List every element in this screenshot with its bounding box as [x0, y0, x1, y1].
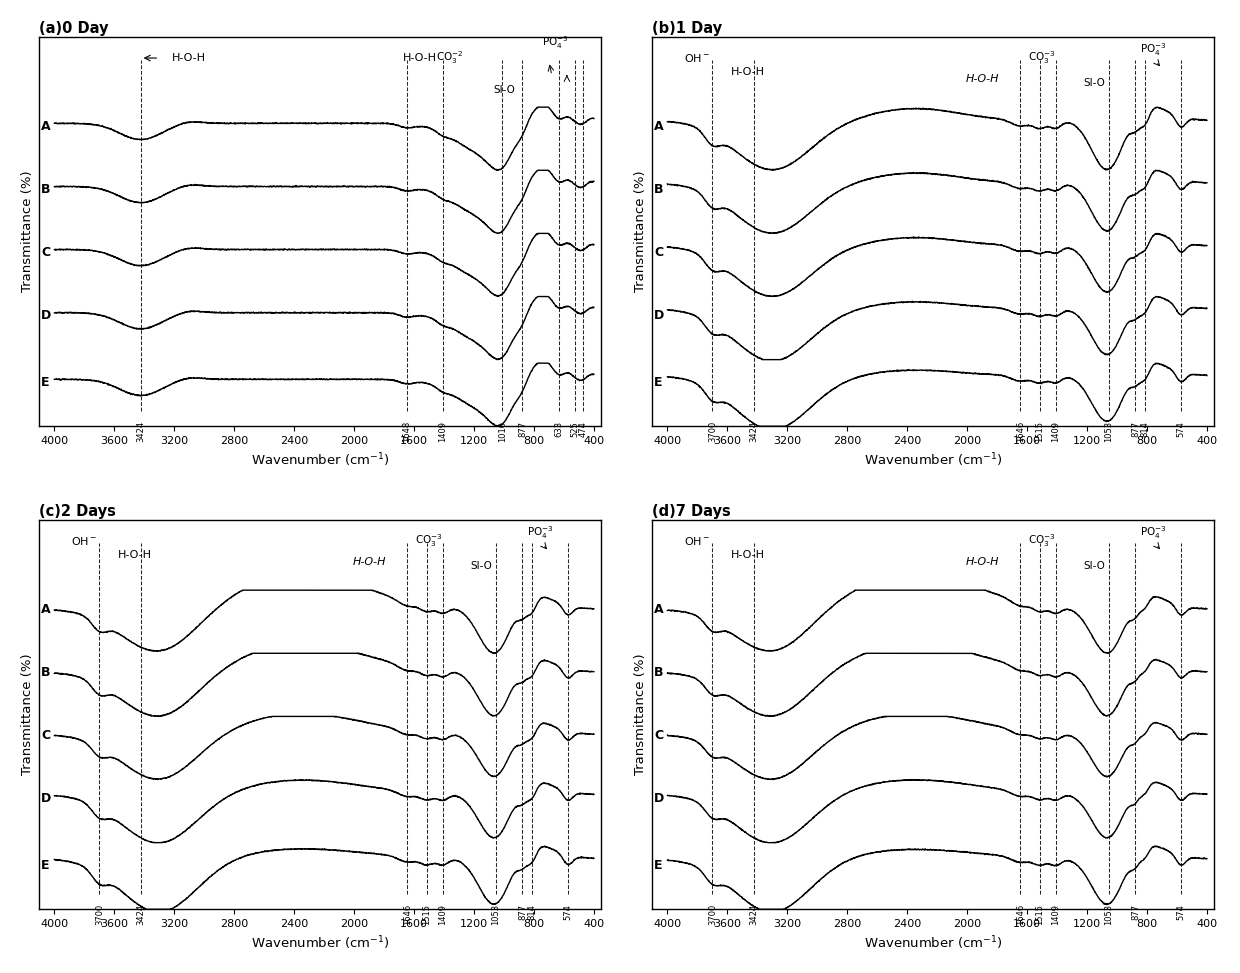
Text: 3424: 3424 [749, 421, 758, 442]
Text: 1409: 1409 [1052, 904, 1060, 925]
Text: 877: 877 [518, 421, 527, 437]
Text: SI-O: SI-O [470, 560, 492, 570]
Text: OH$^-$: OH$^-$ [684, 535, 711, 547]
Text: H-O-H: H-O-H [732, 67, 765, 77]
Text: B: B [653, 183, 663, 196]
Text: SI-O: SI-O [1084, 78, 1106, 88]
Text: E: E [653, 858, 662, 872]
X-axis label: Wavenumber (cm$^{-1}$): Wavenumber (cm$^{-1}$) [864, 935, 1003, 953]
Text: CO$_3^{-3}$: CO$_3^{-3}$ [415, 532, 443, 550]
Text: 1648: 1648 [402, 421, 412, 443]
Text: E: E [41, 858, 50, 872]
Text: (a)0 Day: (a)0 Day [40, 20, 109, 36]
Text: SI-O: SI-O [1084, 560, 1106, 570]
Text: A: A [653, 120, 663, 132]
X-axis label: Wavenumber (cm$^{-1}$): Wavenumber (cm$^{-1}$) [250, 451, 389, 469]
Text: 877: 877 [1131, 904, 1140, 920]
Text: 574: 574 [1177, 904, 1185, 919]
Text: A: A [653, 602, 663, 616]
Text: D: D [653, 309, 665, 322]
Text: A: A [41, 120, 51, 132]
Text: 1053: 1053 [1105, 421, 1114, 442]
Text: 1646: 1646 [1016, 904, 1024, 925]
Text: 1515: 1515 [1035, 904, 1044, 925]
Text: C: C [41, 729, 50, 741]
Text: 633: 633 [554, 421, 563, 437]
Text: C: C [41, 246, 50, 259]
Text: 3424: 3424 [749, 904, 758, 925]
Text: PO$_4^{-3}$: PO$_4^{-3}$ [1140, 41, 1167, 58]
Text: H-O-H: H-O-H [352, 558, 386, 567]
X-axis label: Wavenumber (cm$^{-1}$): Wavenumber (cm$^{-1}$) [864, 451, 1003, 469]
Text: 1409: 1409 [438, 421, 448, 442]
Text: 574: 574 [563, 904, 573, 919]
Text: 877: 877 [1131, 421, 1140, 437]
Text: 1515: 1515 [423, 904, 432, 925]
Text: (c)2 Days: (c)2 Days [40, 504, 117, 519]
Text: H-O-H: H-O-H [172, 54, 206, 63]
Text: 525: 525 [570, 421, 579, 437]
Text: 3700: 3700 [708, 904, 717, 925]
Text: 1010: 1010 [498, 421, 507, 442]
Text: 1409: 1409 [1052, 421, 1060, 442]
Y-axis label: Transmittance (%): Transmittance (%) [21, 654, 33, 775]
Text: 3700: 3700 [708, 421, 717, 443]
Text: C: C [653, 246, 663, 259]
Text: 574: 574 [1177, 421, 1185, 437]
Text: C: C [653, 729, 663, 741]
Text: E: E [41, 376, 50, 388]
Text: 1053: 1053 [1105, 904, 1114, 925]
Text: OH$^-$: OH$^-$ [684, 52, 711, 64]
Text: CO$_3^{-3}$: CO$_3^{-3}$ [1028, 50, 1056, 66]
Y-axis label: Transmittance (%): Transmittance (%) [21, 171, 33, 293]
Text: 1053: 1053 [491, 904, 501, 925]
Text: B: B [41, 183, 51, 196]
Text: B: B [653, 666, 663, 679]
Text: (b)1 Day: (b)1 Day [652, 20, 723, 36]
Text: SI-O: SI-O [494, 85, 515, 94]
Y-axis label: Transmittance (%): Transmittance (%) [634, 654, 647, 775]
Text: CO$_3^{-2}$: CO$_3^{-2}$ [436, 50, 464, 66]
Text: D: D [653, 792, 665, 805]
Text: PO$_4^{-3}$: PO$_4^{-3}$ [542, 34, 568, 51]
Text: (d)7 Days: (d)7 Days [652, 504, 732, 519]
Text: 3424: 3424 [136, 421, 145, 442]
Text: D: D [41, 309, 51, 322]
Text: A: A [41, 602, 51, 616]
Text: PO$_4^{-3}$: PO$_4^{-3}$ [1140, 524, 1167, 541]
Text: 1646: 1646 [403, 904, 412, 925]
Text: H-O-H: H-O-H [403, 54, 436, 63]
Y-axis label: Transmittance (%): Transmittance (%) [634, 171, 647, 293]
X-axis label: Wavenumber (cm$^{-1}$): Wavenumber (cm$^{-1}$) [250, 935, 389, 953]
Text: 814: 814 [527, 904, 537, 919]
Text: OH$^-$: OH$^-$ [71, 535, 98, 547]
Text: 877: 877 [518, 904, 527, 920]
Text: 814: 814 [1141, 421, 1149, 437]
Text: PO$_4^{-3}$: PO$_4^{-3}$ [527, 524, 553, 541]
Text: H-O-H: H-O-H [118, 550, 153, 560]
Text: 3700: 3700 [94, 904, 104, 925]
Text: H-O-H: H-O-H [966, 74, 999, 84]
Text: 474: 474 [578, 421, 588, 437]
Text: D: D [41, 792, 51, 805]
Text: H-O-H: H-O-H [966, 558, 999, 567]
Text: H-O-H: H-O-H [732, 550, 765, 560]
Text: 1515: 1515 [1035, 421, 1044, 442]
Text: B: B [41, 666, 51, 679]
Text: 1646: 1646 [1016, 421, 1024, 443]
Text: CO$_3^{-3}$: CO$_3^{-3}$ [1028, 532, 1056, 550]
Text: E: E [653, 376, 662, 388]
Text: 3424: 3424 [136, 904, 145, 925]
Text: 1409: 1409 [438, 904, 448, 925]
